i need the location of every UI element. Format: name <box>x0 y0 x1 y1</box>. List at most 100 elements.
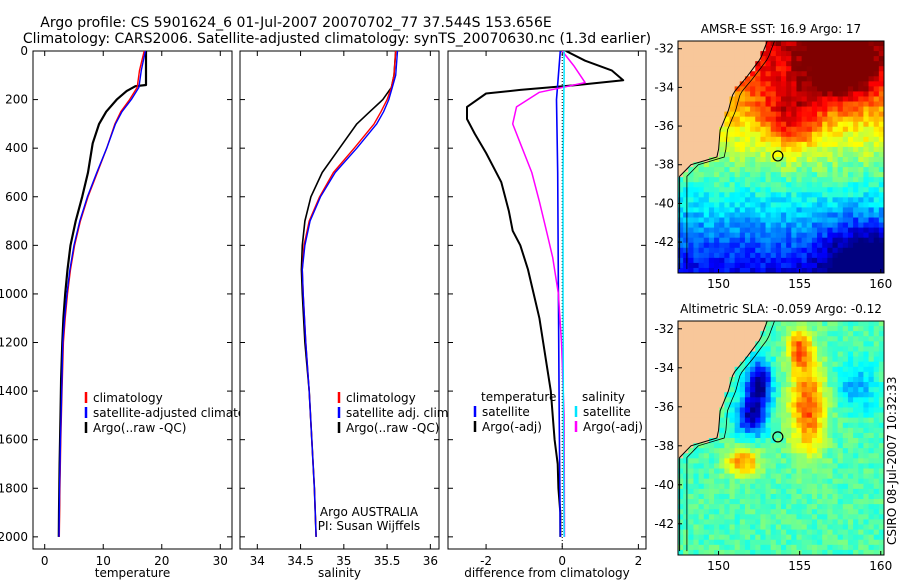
map-cell <box>750 207 756 214</box>
map-cell <box>827 326 834 332</box>
map-cell <box>744 207 751 214</box>
map-cell <box>775 96 782 103</box>
map-cell <box>837 448 844 454</box>
map-cell <box>806 438 813 444</box>
map-cell <box>801 96 808 103</box>
map-cell <box>811 177 818 183</box>
map-cell <box>827 51 834 57</box>
map-cell <box>878 66 884 72</box>
map-cell <box>817 71 823 77</box>
map-cell <box>755 488 761 495</box>
map-cell <box>775 346 782 353</box>
map-cell <box>703 321 710 327</box>
map-cell <box>708 382 715 388</box>
map-cell <box>708 366 715 373</box>
map-cell <box>847 422 854 429</box>
map-cell <box>734 182 741 188</box>
map-cell <box>729 126 736 133</box>
map-cell <box>781 167 787 173</box>
map-cell <box>724 544 731 551</box>
map-cell <box>817 412 823 419</box>
map-cell <box>693 182 700 188</box>
map-cell <box>868 351 875 358</box>
map-cell <box>729 232 736 239</box>
map-cell <box>847 227 854 234</box>
x-tick-label: 155 <box>788 277 811 291</box>
map-cell <box>811 46 818 52</box>
map-cell <box>750 157 756 163</box>
map-cell <box>853 71 859 77</box>
map-cell <box>796 136 803 143</box>
map-cell <box>791 448 798 454</box>
map-cell <box>868 76 875 82</box>
map-cell <box>868 397 875 403</box>
map-cell <box>724 51 731 57</box>
map-cell <box>781 116 787 123</box>
map-cell <box>827 197 834 203</box>
map-cell <box>708 417 715 424</box>
map-cell <box>750 397 756 403</box>
map-cell <box>765 331 772 337</box>
map-cell <box>703 262 710 269</box>
map-cell <box>837 458 844 465</box>
map-cell <box>729 131 736 138</box>
map-cell <box>688 252 695 259</box>
map-cell <box>863 172 870 178</box>
map-cell <box>873 346 880 353</box>
map-cell <box>688 549 695 555</box>
map-cell <box>847 417 854 424</box>
map-cell <box>760 182 767 188</box>
map-cell <box>724 346 731 353</box>
map-cell <box>775 438 782 444</box>
map-cell <box>739 252 746 259</box>
map-cell <box>750 217 756 224</box>
map-cell <box>822 544 828 551</box>
map-cell <box>847 51 854 57</box>
map-cell <box>750 242 756 249</box>
map-cell <box>858 382 864 388</box>
map-cell <box>775 427 782 434</box>
map-cell <box>796 366 803 373</box>
map-cell <box>765 468 772 475</box>
map-cell <box>786 141 792 148</box>
map-cell <box>755 483 761 490</box>
map-cell <box>750 371 756 378</box>
map-cell <box>822 417 828 424</box>
map-cell <box>744 417 751 424</box>
map-cell <box>739 473 746 480</box>
map-cell <box>698 101 705 108</box>
map-cell <box>878 534 884 541</box>
map-cell <box>878 151 884 158</box>
map-cell <box>714 252 720 259</box>
map-cell <box>847 366 854 373</box>
map-cell <box>796 478 803 485</box>
map-cell <box>693 453 700 459</box>
y-tick-label: -34 <box>654 80 674 94</box>
map-cell <box>739 493 746 500</box>
map-cell <box>698 478 705 485</box>
map-cell <box>744 106 751 113</box>
map-cell <box>863 151 870 158</box>
map-cell <box>688 232 695 239</box>
map-cell <box>770 197 777 203</box>
map-cell <box>847 341 854 348</box>
map-cell <box>827 382 834 388</box>
map-cell <box>775 371 782 378</box>
map-cell <box>724 56 731 62</box>
map-cell <box>683 382 689 388</box>
map-cell <box>688 96 695 103</box>
map-cell <box>775 488 782 495</box>
map-cell <box>786 407 792 414</box>
map-cell <box>744 544 751 551</box>
map-cell <box>863 326 870 332</box>
map-cell <box>734 96 741 103</box>
map-cell <box>775 539 782 546</box>
map-cell <box>739 509 746 515</box>
map-cell <box>847 106 854 113</box>
map-cell <box>801 71 808 77</box>
map-cell <box>729 91 736 98</box>
map-cell <box>868 187 875 193</box>
map-cell <box>719 417 725 424</box>
map-cell <box>796 207 803 214</box>
